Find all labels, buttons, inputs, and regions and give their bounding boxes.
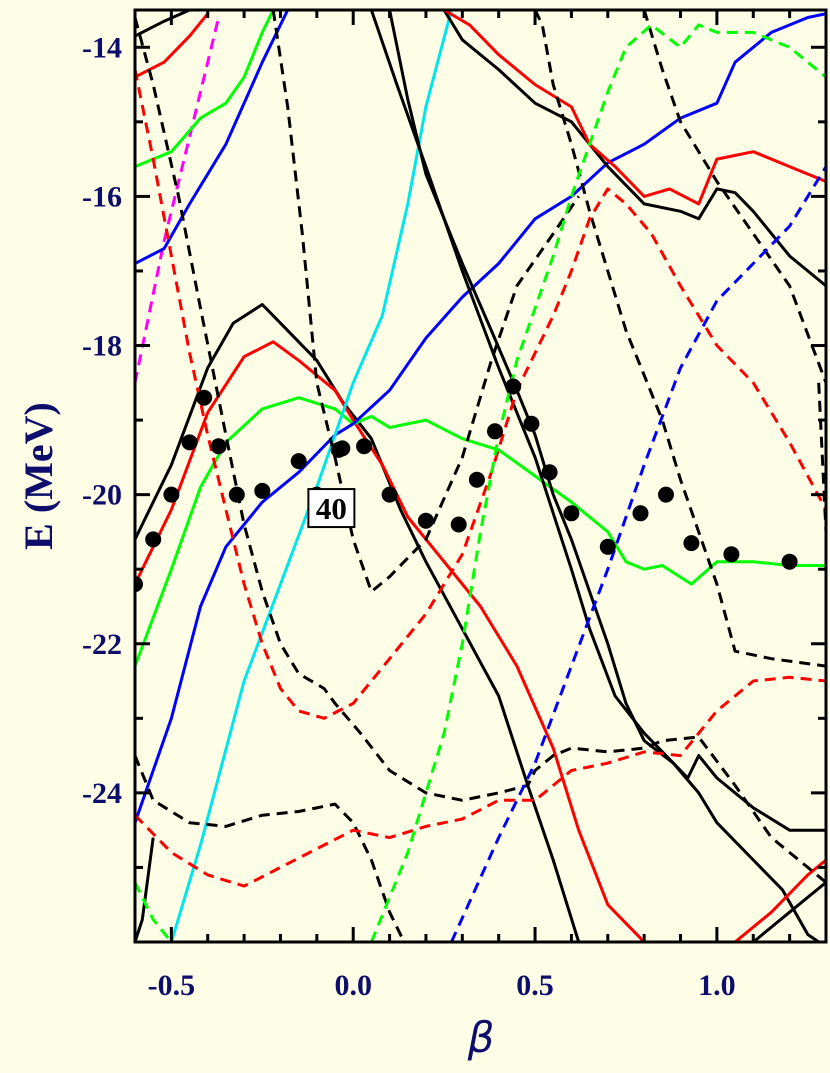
axis-ticks-layer: -0.5 0.0 0.5 1.0 -14 -16 -18 -20 -22 -24	[82, 10, 828, 1002]
series-layer	[135, 10, 826, 942]
series-line-13	[442, 10, 826, 288]
annotation-frame	[307, 488, 356, 529]
y-tick-label: -14	[82, 31, 122, 64]
series-line-16	[734, 858, 826, 942]
annotation-label: 40	[316, 491, 347, 526]
x-tick-label: 0.5	[516, 969, 554, 1002]
series-line-22	[135, 755, 406, 942]
data-point	[541, 464, 558, 481]
data-point	[181, 434, 198, 451]
series-line-7	[135, 10, 191, 38]
series-line-25	[135, 881, 173, 942]
series-line-5	[169, 10, 453, 942]
data-point	[723, 546, 740, 563]
data-point	[356, 438, 373, 455]
data-point	[505, 378, 522, 395]
data-point	[417, 512, 434, 529]
data-point	[163, 486, 180, 503]
series-line-6	[135, 17, 221, 384]
series-line-28	[817, 382, 826, 532]
series-line-12	[388, 10, 820, 942]
y-tick-label: -20	[82, 479, 122, 512]
series-line-10	[135, 10, 290, 265]
data-point	[781, 553, 798, 570]
data-point	[290, 453, 307, 470]
data-point	[145, 531, 162, 548]
data-point	[196, 389, 213, 406]
data-point	[135, 576, 143, 593]
data-point	[599, 538, 616, 555]
data-point	[487, 423, 503, 440]
annotation-box: 40	[307, 488, 356, 529]
data-point	[468, 471, 485, 488]
series-line-9	[135, 10, 275, 168]
series-line-26	[370, 23, 826, 942]
y-axis-title: E (MeV)	[16, 402, 61, 550]
data-point	[658, 486, 674, 503]
data-point	[228, 486, 245, 503]
y-tick-label: -24	[82, 777, 122, 810]
series-line-20	[533, 10, 826, 668]
data-point	[254, 482, 271, 499]
y-tick-label: -16	[82, 180, 122, 213]
series-line-17	[752, 881, 826, 942]
plot-frame	[133, 8, 828, 944]
series-line-18	[135, 17, 826, 884]
data-point	[683, 535, 700, 552]
data-point	[523, 415, 540, 432]
series-line-27	[450, 165, 826, 942]
series-line-14	[443, 10, 826, 206]
series-line-23	[135, 69, 826, 720]
data-point	[381, 486, 398, 503]
y-tick-label: -22	[82, 628, 122, 661]
series-line-4	[135, 12, 826, 824]
x-tick-label: -0.5	[148, 969, 196, 1002]
data-point	[563, 505, 580, 522]
data-point	[450, 516, 467, 533]
series-line-3	[135, 396, 826, 667]
data-point	[632, 505, 649, 522]
series-line-19	[271, 10, 580, 594]
data-point	[334, 440, 351, 457]
x-axis-title: β	[467, 1013, 495, 1062]
x-tick-label: 1.0	[698, 969, 736, 1002]
series-line-21	[642, 10, 826, 384]
series-line-15	[369, 10, 826, 832]
series-line-2	[135, 340, 646, 942]
y-tick-label: -18	[82, 330, 122, 363]
series-line-24	[135, 675, 826, 888]
series-line-11	[135, 837, 155, 942]
x-tick-label: 0.0	[334, 969, 372, 1002]
data-point	[210, 438, 227, 455]
